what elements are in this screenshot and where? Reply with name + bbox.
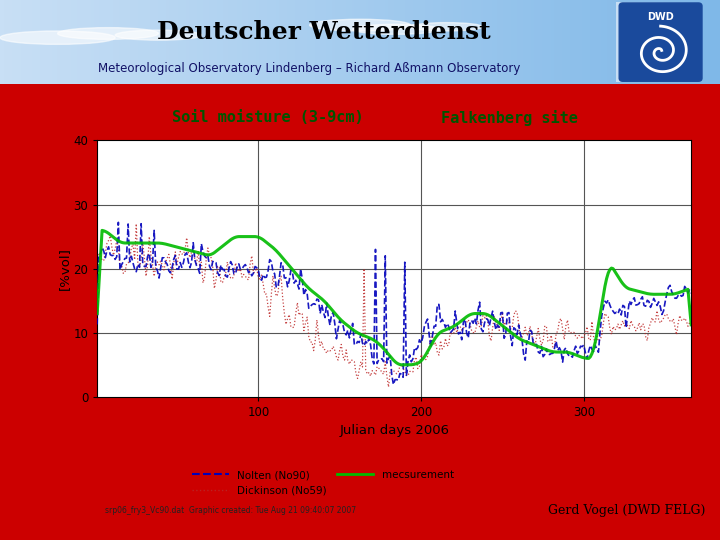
X-axis label: Julian days 2006: Julian days 2006 [339,424,449,437]
Circle shape [410,23,482,31]
Circle shape [310,19,410,31]
Text: DWD: DWD [647,11,674,22]
Text: Soil moisture (3-9cm): Soil moisture (3-9cm) [172,110,364,125]
Circle shape [58,28,158,39]
Circle shape [115,30,202,40]
Text: Falkenberg site: Falkenberg site [441,110,578,126]
Text: Meteorological Observatory Lindenberg – Richard Aßmann Observatory: Meteorological Observatory Lindenberg – … [99,62,521,75]
Text: Deutscher Wetterdienst: Deutscher Wetterdienst [157,20,491,44]
Y-axis label: [%vol]: [%vol] [58,247,71,290]
Text: srp06_fry3_Vc90.dat  Graphic created: Tue Aug 21 09:40:07 2007: srp06_fry3_Vc90.dat Graphic created: Tue… [105,506,356,515]
FancyBboxPatch shape [619,3,702,82]
Text: Gerd Vogel (DWD FELG): Gerd Vogel (DWD FELG) [548,504,705,517]
Circle shape [353,24,439,35]
Circle shape [0,31,115,44]
Legend: Nolten (No90), Dickinson (No59), mecsurement: Nolten (No90), Dickinson (No59), mecsure… [188,466,458,500]
